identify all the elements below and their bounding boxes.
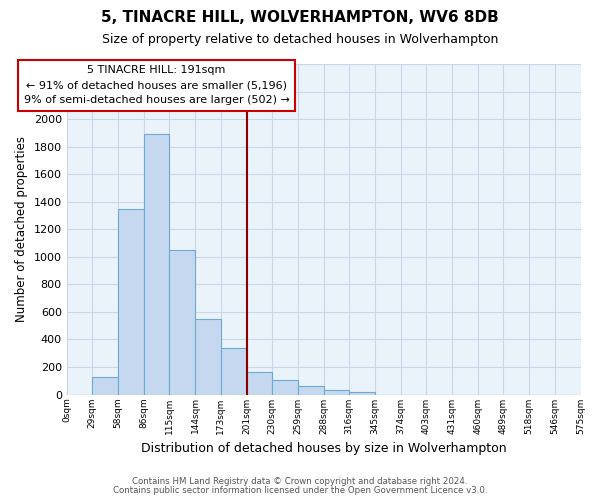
Text: Contains public sector information licensed under the Open Government Licence v3: Contains public sector information licen… xyxy=(113,486,487,495)
Bar xyxy=(323,390,349,394)
Y-axis label: Number of detached properties: Number of detached properties xyxy=(15,136,28,322)
Text: 5, TINACRE HILL, WOLVERHAMPTON, WV6 8DB: 5, TINACRE HILL, WOLVERHAMPTON, WV6 8DB xyxy=(101,10,499,25)
Bar xyxy=(92,378,118,394)
Text: Contains HM Land Registry data © Crown copyright and database right 2024.: Contains HM Land Registry data © Crown c… xyxy=(132,478,468,486)
Bar xyxy=(144,134,169,394)
Text: 5 TINACRE HILL: 191sqm
← 91% of detached houses are smaller (5,196)
9% of semi-d: 5 TINACRE HILL: 191sqm ← 91% of detached… xyxy=(23,66,290,105)
Bar xyxy=(349,392,375,394)
Bar xyxy=(272,380,298,394)
Text: Size of property relative to detached houses in Wolverhampton: Size of property relative to detached ho… xyxy=(102,32,498,46)
Bar xyxy=(298,386,323,394)
Bar xyxy=(221,348,247,395)
Bar xyxy=(118,208,144,394)
Bar xyxy=(195,319,221,394)
X-axis label: Distribution of detached houses by size in Wolverhampton: Distribution of detached houses by size … xyxy=(141,442,506,455)
Bar xyxy=(169,250,195,394)
Bar xyxy=(247,372,272,394)
